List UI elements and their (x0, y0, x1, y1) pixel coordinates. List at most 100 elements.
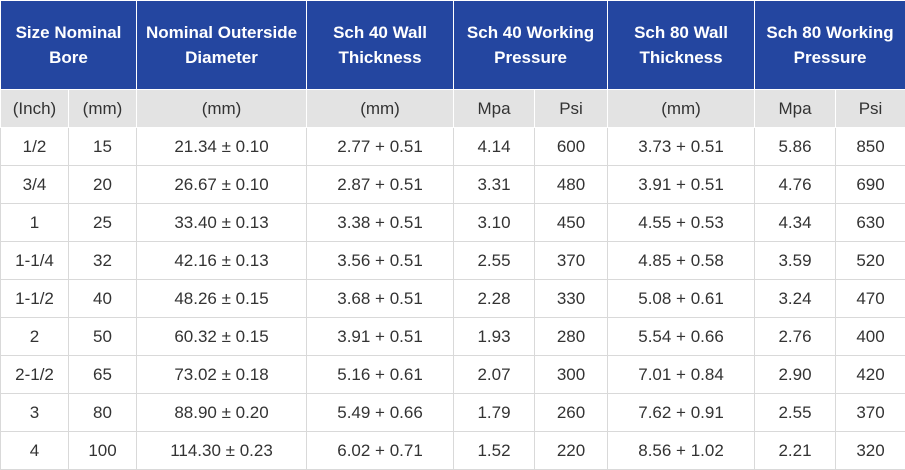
table-cell: 80 (69, 394, 137, 432)
table-cell: 1.52 (454, 432, 535, 470)
table-cell: 2 (1, 318, 69, 356)
header-sch40-pressure: Sch 40 Working Pressure (454, 1, 608, 90)
table-cell: 26.67 ± 0.10 (137, 166, 307, 204)
table-cell: 7.62 + 0.91 (608, 394, 755, 432)
table-cell: 2.55 (755, 394, 836, 432)
table-cell: 320 (836, 432, 905, 470)
table-cell: 3.59 (755, 242, 836, 280)
table-cell: 520 (836, 242, 905, 280)
table-cell: 600 (535, 128, 608, 166)
table-cell: 300 (535, 356, 608, 394)
table-cell: 8.56 + 1.02 (608, 432, 755, 470)
table-cell: 220 (535, 432, 608, 470)
table-cell: 4.34 (755, 204, 836, 242)
table-cell: 1.93 (454, 318, 535, 356)
table-cell: 48.26 ± 0.15 (137, 280, 307, 318)
unit-cell: (mm) (608, 90, 755, 128)
table-cell: 2.77 + 0.51 (307, 128, 454, 166)
header-size-nominal-bore: Size Nominal Bore (1, 1, 137, 90)
unit-cell: (mm) (137, 90, 307, 128)
table-cell: 2.87 + 0.51 (307, 166, 454, 204)
units-row: (Inch) (mm) (mm) (mm) Mpa Psi (mm) Mpa P… (1, 90, 905, 128)
table-cell: 7.01 + 0.84 (608, 356, 755, 394)
table-cell: 5.16 + 0.61 (307, 356, 454, 394)
table-cell: 5.49 + 0.66 (307, 394, 454, 432)
table-cell: 1-1/4 (1, 242, 69, 280)
table-cell: 260 (535, 394, 608, 432)
table-cell: 2.21 (755, 432, 836, 470)
table-cell: 4.85 + 0.58 (608, 242, 755, 280)
table-cell: 280 (535, 318, 608, 356)
table-cell: 4.14 (454, 128, 535, 166)
table-cell: 2.07 (454, 356, 535, 394)
table-cell: 33.40 ± 0.13 (137, 204, 307, 242)
table-cell: 420 (836, 356, 905, 394)
table-cell: 4.76 (755, 166, 836, 204)
table-cell: 1-1/2 (1, 280, 69, 318)
table-cell: 3.31 (454, 166, 535, 204)
table-cell: 450 (535, 204, 608, 242)
table-cell: 690 (836, 166, 905, 204)
table-cell: 400 (836, 318, 905, 356)
unit-cell: (Inch) (1, 90, 69, 128)
header-sch40-wall: Sch 40 Wall Thickness (307, 1, 454, 90)
table-cell: 32 (69, 242, 137, 280)
table-cell: 15 (69, 128, 137, 166)
header-sch80-pressure: Sch 80 Working Pressure (755, 1, 905, 90)
table-cell: 2.90 (755, 356, 836, 394)
table-cell: 630 (836, 204, 905, 242)
header-outside-diameter: Nominal Outerside Diameter (137, 1, 307, 90)
table-cell: 5.54 + 0.66 (608, 318, 755, 356)
table-cell: 25 (69, 204, 137, 242)
table-cell: 88.90 ± 0.20 (137, 394, 307, 432)
table-cell: 1 (1, 204, 69, 242)
table-cell: 3.10 (454, 204, 535, 242)
table-cell: 20 (69, 166, 137, 204)
table-cell: 3.24 (755, 280, 836, 318)
table-cell: 50 (69, 318, 137, 356)
table-cell: 850 (836, 128, 905, 166)
header-row: Size Nominal Bore Nominal Outerside Diam… (1, 1, 905, 90)
table-cell: 2.28 (454, 280, 535, 318)
table-cell: 3.56 + 0.51 (307, 242, 454, 280)
table-cell: 2.55 (454, 242, 535, 280)
table-cell: 100 (69, 432, 137, 470)
table-cell: 1.79 (454, 394, 535, 432)
table-cell: 40 (69, 280, 137, 318)
table-cell: 5.86 (755, 128, 836, 166)
table-cell: 2-1/2 (1, 356, 69, 394)
table-cell: 21.34 ± 0.10 (137, 128, 307, 166)
table-cell: 3 (1, 394, 69, 432)
unit-cell: Mpa (454, 90, 535, 128)
table-cell: 65 (69, 356, 137, 394)
unit-cell: (mm) (69, 90, 137, 128)
table-cell: 60.32 ± 0.15 (137, 318, 307, 356)
table-cell: 6.02 + 0.71 (307, 432, 454, 470)
table-cell: 370 (535, 242, 608, 280)
table-cell: 470 (836, 280, 905, 318)
table-cell: 3/4 (1, 166, 69, 204)
unit-cell: Mpa (755, 90, 836, 128)
table-cell: 3.91 + 0.51 (307, 318, 454, 356)
table-cell: 2.76 (755, 318, 836, 356)
table-cell: 114.30 ± 0.23 (137, 432, 307, 470)
header-sch80-wall: Sch 80 Wall Thickness (608, 1, 755, 90)
table-cell: 73.02 ± 0.18 (137, 356, 307, 394)
table-cell: 370 (836, 394, 905, 432)
unit-cell: Psi (535, 90, 608, 128)
table-cell: 3.91 + 0.51 (608, 166, 755, 204)
table-cell: 42.16 ± 0.13 (137, 242, 307, 280)
table-cell: 480 (535, 166, 608, 204)
table-cell: 1/2 (1, 128, 69, 166)
table-cell: 4.55 + 0.53 (608, 204, 755, 242)
